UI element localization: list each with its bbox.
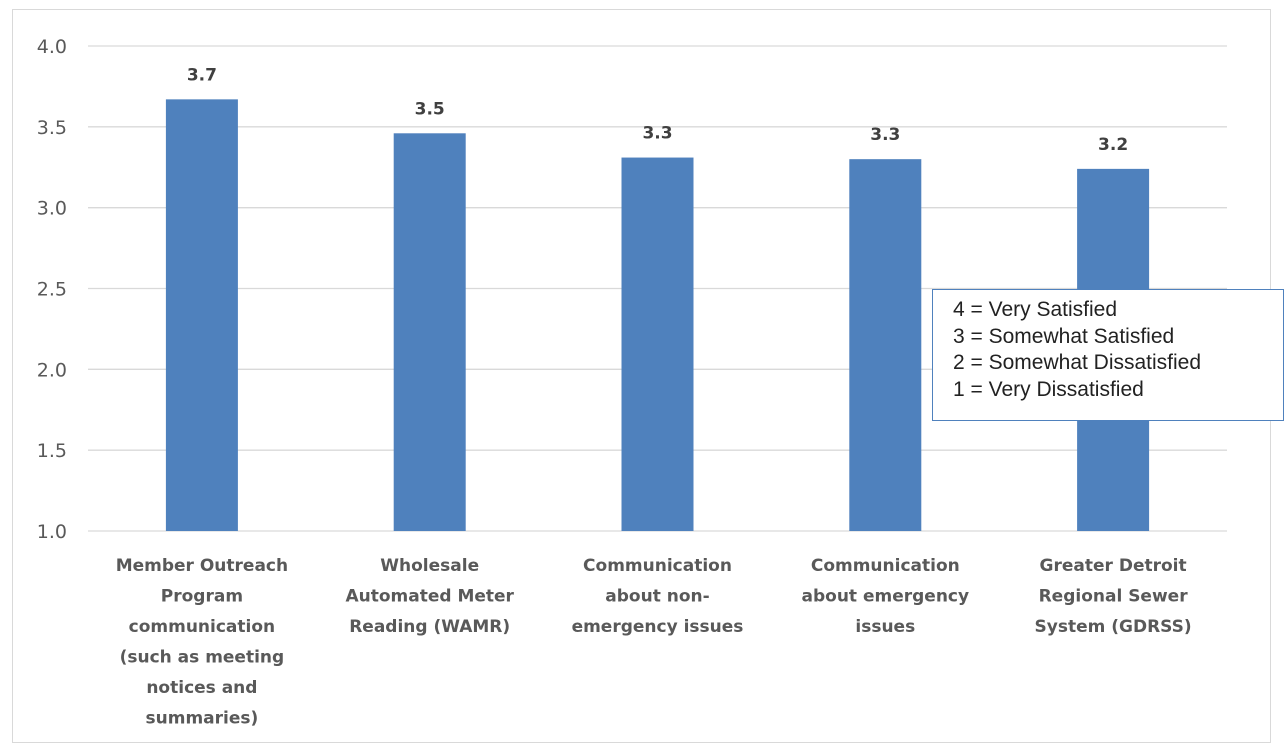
category-label-line: Regional Sewer bbox=[1039, 587, 1189, 607]
category-label-line: summaries) bbox=[146, 709, 259, 729]
category-label: Communication about emergency issues bbox=[802, 556, 970, 637]
category-label-line: Communication bbox=[811, 556, 960, 576]
category-label: Wholesale Automated Meter Reading (WAMR) bbox=[345, 556, 514, 637]
category-label-line: Greater Detroit bbox=[1040, 556, 1187, 576]
category-label-line: Communication bbox=[583, 556, 732, 576]
category-label-line: about emergency bbox=[802, 587, 970, 607]
category-label: Communication about non-emergency issues bbox=[572, 556, 744, 637]
y-tick-label: 2.0 bbox=[37, 359, 67, 381]
y-tick-label: 4.0 bbox=[37, 36, 67, 58]
y-tick-label: 1.5 bbox=[37, 440, 67, 462]
y-tick-label: 3.0 bbox=[37, 198, 67, 220]
y-tick-label: 3.5 bbox=[37, 117, 67, 139]
scale-line-4: 4 = Very Satisfied bbox=[953, 298, 1118, 321]
data-labels: 3.7 3.5 3.3 3.3 3.2 bbox=[187, 65, 1128, 155]
y-tick-label: 1.0 bbox=[37, 521, 67, 543]
data-label: 3.3 bbox=[870, 125, 900, 145]
data-label: 3.5 bbox=[415, 99, 445, 119]
scale-line-3: 3 = Somewhat Satisfied bbox=[953, 324, 1175, 348]
bar bbox=[621, 157, 694, 532]
category-label: Member Outreach Program communication (such… bbox=[116, 556, 288, 729]
bar bbox=[165, 99, 238, 531]
data-label: 3.3 bbox=[642, 124, 672, 144]
y-tick-label: 2.5 bbox=[37, 279, 67, 301]
data-label: 3.2 bbox=[1098, 135, 1128, 155]
category-label-line: emergency issues bbox=[572, 617, 744, 637]
category-label: Greater Detroit Regional Sewer System (GDR… bbox=[1035, 556, 1192, 637]
rating-scale-note: 4 = Very Satisfied 3 = Somewhat Satisfie… bbox=[932, 289, 1284, 421]
data-label: 3.7 bbox=[187, 65, 217, 85]
category-label-line: Wholesale bbox=[380, 556, 479, 576]
category-label-line: Member Outreach bbox=[116, 556, 288, 576]
category-label-line: Automated Meter bbox=[345, 587, 514, 607]
category-label-line: issues bbox=[855, 617, 915, 637]
scale-line-2: 2 = Somewhat Dissatisfied bbox=[953, 351, 1202, 374]
bar bbox=[849, 159, 922, 531]
category-label-line: (such as meeting bbox=[120, 648, 285, 668]
category-label-line: System (GDRSS) bbox=[1035, 617, 1192, 637]
category-label-line: Program bbox=[161, 587, 243, 607]
bar bbox=[393, 133, 466, 532]
scale-line-1: 1 = Very Dissatisfied bbox=[953, 377, 1144, 401]
category-label-line: communication bbox=[129, 617, 276, 637]
category-label-line: Reading (WAMR) bbox=[349, 617, 510, 637]
category-label-line: notices and bbox=[146, 678, 257, 698]
category-labels: Member Outreach Program communication (such… bbox=[116, 556, 1192, 729]
category-label-line: about non- bbox=[605, 587, 709, 607]
y-axis-ticks: 1.0 1.5 2.0 2.5 3.0 3.5 4.0 bbox=[37, 36, 67, 543]
